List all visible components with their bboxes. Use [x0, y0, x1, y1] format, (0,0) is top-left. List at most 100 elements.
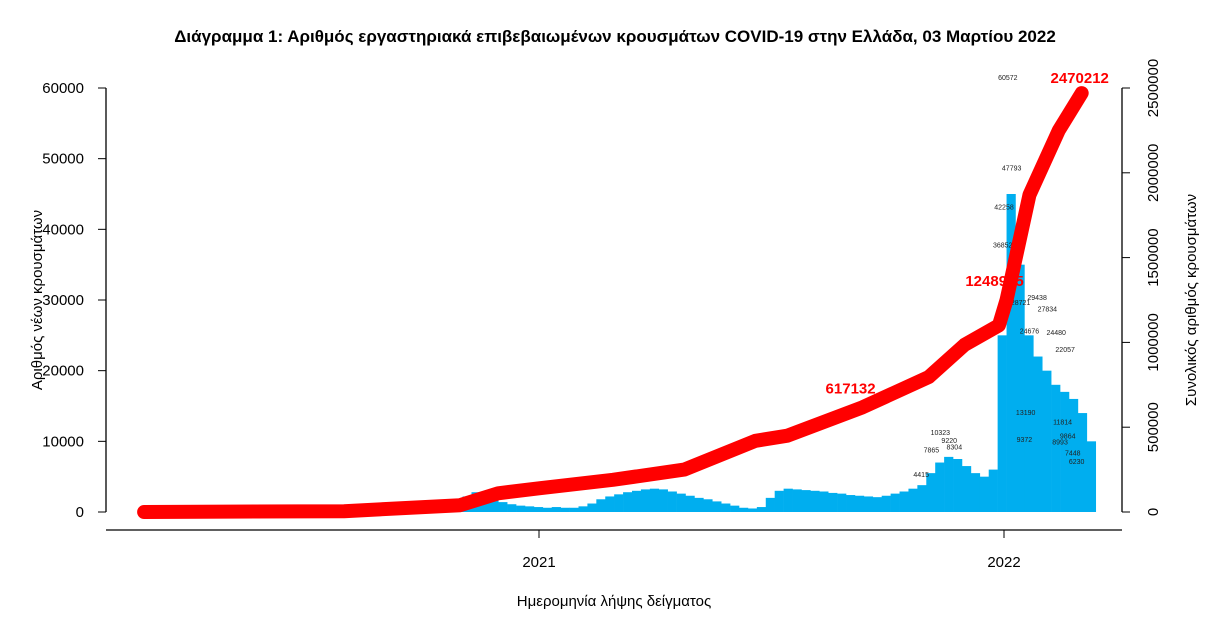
bar — [507, 504, 517, 512]
y-right-tick-label: 500000 — [1145, 402, 1162, 452]
cumulative-value-label: 617132 — [826, 380, 876, 397]
bar — [1033, 356, 1043, 512]
bar — [846, 495, 856, 512]
bar — [560, 507, 570, 512]
bar — [953, 459, 963, 512]
bar — [739, 507, 749, 512]
bar — [801, 490, 811, 512]
bar — [881, 495, 891, 512]
bar — [783, 488, 793, 512]
y-left-tick-label: 60000 — [42, 80, 84, 97]
bar — [792, 489, 802, 512]
bar — [614, 494, 624, 512]
cumulative-value-label: 2470212 — [1051, 70, 1109, 87]
y-left-tick-label: 10000 — [42, 433, 84, 450]
bar — [819, 491, 829, 512]
bar — [587, 503, 597, 512]
bar-value-label: 10323 — [931, 430, 951, 437]
bar-value-label: 7865 — [924, 447, 940, 454]
bar — [1051, 384, 1061, 512]
bar-value-label: 36852 — [993, 243, 1013, 250]
bar-value-label: 9220 — [941, 438, 957, 445]
bar-value-label: 29438 — [1027, 295, 1047, 302]
bar-value-label: 60572 — [998, 75, 1018, 82]
bar — [854, 495, 865, 512]
bar-value-label: 7448 — [1065, 450, 1081, 457]
bar — [1086, 441, 1097, 512]
bar — [863, 496, 874, 512]
bar — [578, 506, 588, 512]
bar — [899, 491, 909, 512]
bar — [605, 496, 615, 512]
cumulative-group: 617132 1248975 2470212 — [137, 70, 1109, 519]
bar — [721, 503, 731, 512]
bar — [542, 507, 553, 512]
bar — [872, 497, 882, 512]
bar — [712, 501, 722, 512]
bar — [1006, 194, 1016, 512]
bar-value-label: 8993 — [1052, 439, 1068, 446]
bar-value-label: 27834 — [1038, 306, 1058, 313]
bar-value-label: 9864 — [1060, 433, 1076, 440]
bar — [694, 497, 704, 512]
bar — [917, 485, 927, 512]
chart-title: Διάγραμμα 1: Αριθμός εργαστηριακά επιβεβ… — [174, 27, 1056, 46]
bar — [1024, 335, 1034, 512]
bar-value-label: 28721 — [1011, 300, 1031, 307]
bar — [970, 473, 981, 512]
bar — [935, 462, 945, 512]
bar-value-label: 13190 — [1016, 410, 1036, 417]
bar — [524, 506, 535, 512]
bar-value-label: 47793 — [1002, 165, 1022, 172]
bar — [747, 508, 758, 512]
bar — [810, 490, 820, 512]
bar — [908, 488, 918, 512]
bar — [765, 497, 775, 512]
bar — [837, 493, 847, 512]
bar — [596, 499, 606, 512]
bar-value-label: 42258 — [994, 204, 1014, 211]
bar — [703, 499, 713, 512]
bar — [569, 507, 579, 512]
bar-value-label: 22057 — [1055, 347, 1075, 354]
bar — [632, 490, 642, 512]
x-tick-label: 2021 — [522, 554, 555, 571]
y-right-tick-label: 1000000 — [1145, 313, 1162, 371]
bar-value-label: 4415 — [913, 472, 929, 479]
y-right-tick-label: 1500000 — [1145, 228, 1162, 286]
y-axis-left-label: Αριθμός νέων κρουσμάτων — [29, 210, 46, 390]
bar-value-label: 24676 — [1020, 329, 1040, 336]
bar — [944, 456, 954, 512]
bar — [1015, 264, 1025, 512]
bar-value-label: 6230 — [1069, 459, 1085, 466]
bar-value-label: 9372 — [1017, 437, 1033, 444]
y-right-tick-label: 2000000 — [1145, 144, 1162, 202]
bar — [667, 491, 677, 512]
bar — [640, 489, 651, 512]
bar — [774, 490, 784, 512]
bar — [1042, 370, 1052, 512]
cumulative-value-label: 1248975 — [965, 273, 1023, 290]
y-left-tick-label: 0 — [76, 504, 84, 521]
bar — [730, 505, 740, 512]
bar — [489, 497, 499, 512]
bar — [828, 492, 838, 512]
bar — [658, 489, 668, 512]
y-left-tick-label: 30000 — [42, 292, 84, 309]
y-left-tick-label: 40000 — [42, 221, 84, 238]
bar — [979, 476, 990, 512]
bar — [649, 488, 660, 512]
bar — [516, 505, 526, 512]
y-axis-right-label: Συνολικός αριθμός κρουσμάτων — [1183, 194, 1200, 406]
bar-value-label: 8304 — [947, 444, 963, 451]
y-right-tick-label: 2500000 — [1145, 59, 1162, 117]
bar — [498, 502, 508, 512]
bar-value-label: 24480 — [1046, 330, 1066, 337]
bar — [533, 507, 544, 512]
bar — [926, 473, 936, 512]
bar — [756, 507, 767, 512]
bar — [685, 495, 695, 512]
y-left-tick-label: 20000 — [42, 363, 84, 380]
